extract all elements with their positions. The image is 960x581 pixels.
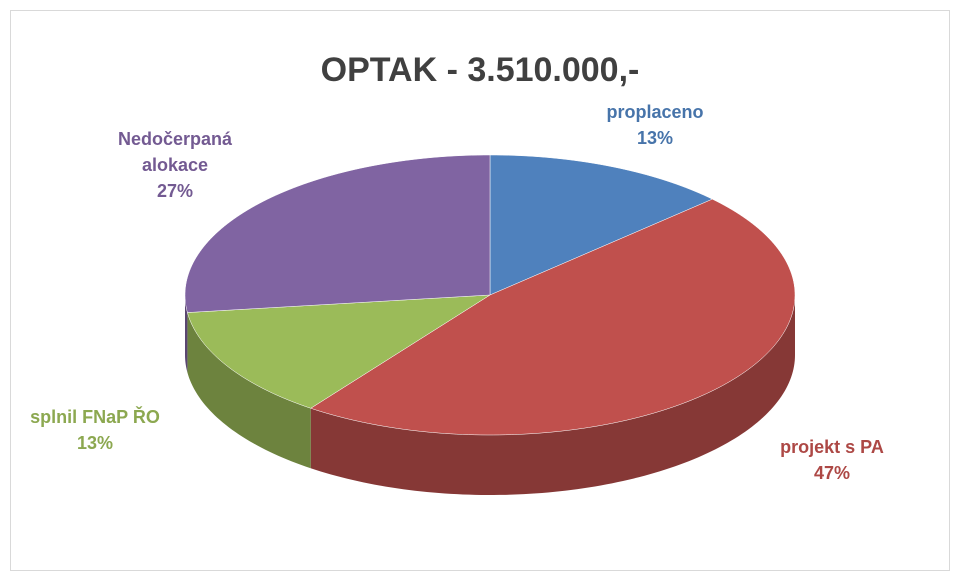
slice	[187, 294, 491, 409]
category-label: projekt s PA	[780, 437, 884, 457]
value-label: 47%	[813, 463, 851, 483]
value-label: 13%	[76, 433, 114, 453]
chart-title: OPTAK - 3.510.000,-	[321, 51, 640, 89]
value-label: 13%	[636, 128, 674, 148]
slice-side	[185, 295, 188, 373]
data-label: proplaceno 13%	[606, 99, 703, 151]
category-label: splnil FNaP ŘO	[30, 407, 160, 427]
data-label: projekt s PA 47%	[780, 434, 884, 486]
slice	[310, 198, 796, 436]
data-label: splnil FNaP ŘO 13%	[30, 404, 160, 456]
slice	[184, 154, 491, 313]
category-label: Nedočerpaná alokace	[117, 129, 233, 175]
category-label: proplaceno	[606, 102, 704, 122]
value-label: 27%	[156, 181, 194, 201]
slice-side	[310, 295, 795, 495]
slice	[489, 154, 713, 296]
data-label: Nedočerpaná alokace 27%	[110, 126, 240, 204]
slice-side	[187, 312, 311, 469]
